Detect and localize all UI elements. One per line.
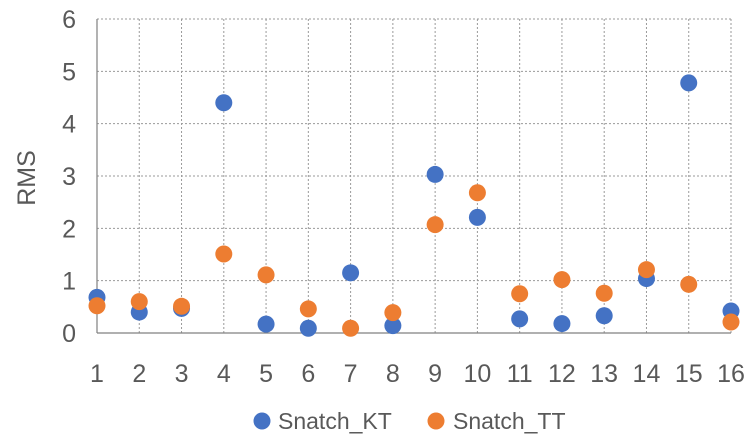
- point-snatch-tt: [257, 266, 275, 284]
- y-tick-labels: 0 1 2 3 4 5 6: [62, 6, 76, 348]
- y-tick-label: 2: [62, 215, 76, 243]
- x-tick-label: 2: [132, 360, 146, 388]
- x-tick-label: 6: [301, 360, 315, 388]
- point-snatch-tt: [215, 245, 233, 263]
- y-tick-label: 5: [62, 58, 76, 86]
- x-tick-label: 7: [344, 360, 358, 388]
- point-snatch-kt: [511, 310, 529, 328]
- grid-lines: [97, 18, 732, 333]
- point-snatch-tt: [553, 271, 571, 289]
- x-tick-label: 3: [175, 360, 189, 388]
- point-snatch-tt: [173, 297, 191, 315]
- point-snatch-tt: [384, 304, 402, 322]
- data-points: [88, 74, 740, 337]
- point-snatch-kt: [468, 208, 486, 226]
- point-snatch-kt: [553, 315, 571, 333]
- point-snatch-tt: [342, 319, 360, 337]
- x-tick-label: 10: [463, 360, 491, 388]
- legend-marker-snatch-kt: [253, 412, 271, 430]
- point-snatch-tt: [680, 275, 698, 293]
- x-tick-label: 5: [259, 360, 273, 388]
- point-snatch-tt: [595, 284, 613, 302]
- point-snatch-tt: [637, 261, 655, 279]
- point-snatch-tt: [130, 293, 148, 311]
- x-tick-label: 14: [633, 360, 661, 388]
- x-tick-label: 11: [507, 360, 533, 388]
- x-tick-label: 4: [217, 360, 231, 388]
- x-tick-label: 15: [675, 360, 703, 388]
- axes: [96, 19, 731, 334]
- point-snatch-tt: [88, 297, 106, 315]
- y-tick-label: 1: [62, 268, 76, 296]
- y-tick-label: 3: [62, 163, 76, 191]
- point-snatch-kt: [215, 94, 233, 112]
- legend-marker-snatch-tt: [427, 412, 445, 430]
- x-tick-label: 13: [590, 360, 618, 388]
- x-tick-label: 8: [386, 360, 400, 388]
- point-snatch-kt: [595, 307, 613, 325]
- x-tick-labels: 1 2 3 4 5 6 7 8 9 10 11 12 13 14 15 16: [90, 360, 745, 388]
- point-snatch-tt: [511, 285, 529, 303]
- point-snatch-tt: [722, 313, 740, 331]
- x-tick-label: 12: [548, 360, 576, 388]
- y-tick-label: 6: [62, 6, 76, 34]
- x-tick-label: 16: [717, 360, 745, 388]
- x-tick-label: 9: [428, 360, 442, 388]
- point-snatch-tt: [468, 184, 486, 202]
- point-snatch-kt: [257, 315, 275, 333]
- point-snatch-kt: [299, 319, 317, 337]
- y-tick-label: 0: [62, 320, 76, 348]
- point-snatch-kt: [342, 264, 360, 282]
- y-axis-label: RMS: [13, 150, 41, 206]
- point-snatch-kt: [680, 74, 698, 92]
- point-snatch-kt: [384, 317, 402, 335]
- legend-label-snatch-tt: Snatch_TT: [453, 408, 566, 434]
- point-snatch-tt: [426, 216, 444, 234]
- legend: Snatch_KT Snatch_TT: [253, 408, 566, 434]
- point-snatch-tt: [299, 300, 317, 318]
- legend-label-snatch-kt: Snatch_KT: [278, 408, 392, 434]
- x-tick-label: 1: [90, 360, 104, 388]
- y-tick-label: 4: [62, 111, 76, 139]
- point-snatch-kt: [426, 165, 444, 183]
